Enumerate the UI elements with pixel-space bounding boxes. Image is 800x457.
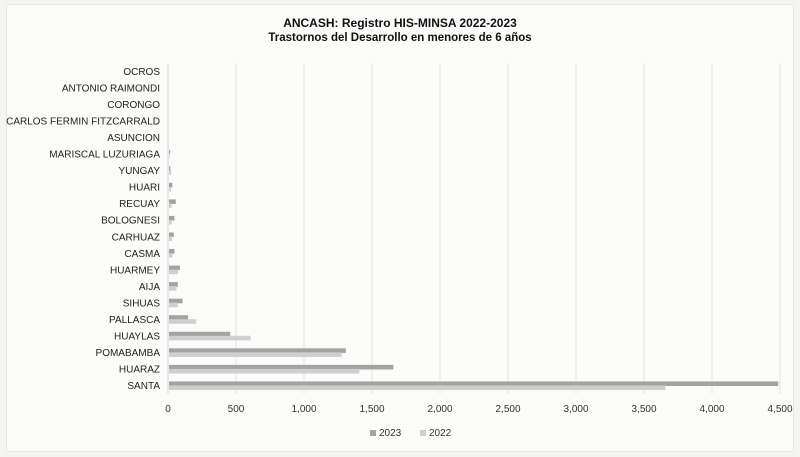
category-label: CARLOS FERMIN FITZCARRALD: [6, 116, 160, 127]
x-tick-label: 1,500: [359, 404, 384, 415]
x-tick-label: 3,000: [563, 404, 588, 415]
legend-swatch-2023: [370, 430, 376, 436]
x-tick-label: 3,500: [631, 404, 656, 415]
bar-2022-casma: [169, 253, 173, 258]
bar-2023-huarmey: [169, 265, 180, 271]
bar-2023-mariscal-luzuriaga: [169, 149, 171, 155]
bar-2023-aija: [169, 282, 178, 287]
category-label: HUAYLAS: [114, 332, 160, 343]
category-label: SANTA: [127, 381, 160, 392]
bar-2023-casma: [169, 249, 175, 254]
category-label: RECUAY: [119, 199, 160, 210]
category-label: SIHUAS: [123, 298, 161, 309]
category-label: HUARMEY: [110, 265, 160, 276]
legend-label-2023: 2023: [379, 428, 402, 439]
category-label: PALLASCA: [109, 315, 160, 326]
bar-2023-recuay: [169, 199, 176, 204]
bar-2022-sihuas: [169, 302, 178, 308]
bar-2022-huari: [169, 186, 172, 192]
category-label: CASMA: [124, 249, 160, 260]
x-tick-label: 4,500: [767, 404, 792, 415]
bar-2022-aija: [169, 286, 177, 291]
bar-2022-huaylas: [169, 335, 251, 341]
bar-2023-bolognesi: [169, 215, 175, 221]
category-label: CARHUAZ: [112, 232, 160, 243]
category-label: ANTONIO RAIMONDI: [62, 83, 160, 94]
bar-2023-huari: [169, 182, 173, 188]
category-label: BOLOGNESI: [101, 216, 160, 227]
bar-2022-santa: [169, 385, 666, 391]
bar-2023-sihuas: [169, 298, 183, 304]
bar-2022-recuay: [169, 203, 172, 208]
chart-title: ANCASH: Registro HIS-MINSA 2022-2023: [283, 16, 517, 30]
category-label: POMABAMBA: [96, 348, 161, 359]
bar-2022-huarmey: [169, 269, 178, 275]
category-label: HUARAZ: [119, 365, 160, 376]
chart-frame: ANCASH: Registro HIS-MINSA 2022-2023 Tra…: [6, 4, 794, 452]
bar-2022-pallasca: [169, 319, 197, 324]
category-label: CORONGO: [107, 100, 160, 111]
bar-2023-pomabamba: [169, 348, 346, 353]
x-tick-label: 0: [165, 404, 171, 415]
bar-2023-yungay: [169, 166, 171, 171]
category-label: MARISCAL LUZURIAGA: [49, 150, 160, 161]
bar-2022-pomabamba: [169, 352, 342, 357]
bar-2022-yungay: [169, 170, 172, 175]
legend-label-2022: 2022: [429, 428, 452, 439]
bar-2023-pallasca: [169, 315, 189, 320]
bar-2023-huaraz: [169, 364, 394, 370]
bar-2022-bolognesi: [169, 219, 172, 225]
category-label: OCROS: [123, 67, 160, 78]
category-label: YUNGAY: [119, 166, 161, 177]
chart-subtitle: Trastornos del Desarrollo en menores de …: [268, 32, 532, 44]
chart-title-block: ANCASH: Registro HIS-MINSA 2022-2023 Tra…: [7, 15, 793, 46]
bar-2022-mariscal-luzuriaga: [169, 153, 170, 159]
category-label: HUARI: [129, 183, 160, 194]
category-label: ASUNCION: [107, 133, 160, 144]
x-tick-label: 2,000: [427, 404, 452, 415]
legend-swatch-2022: [420, 430, 426, 436]
bar-2022-huaraz: [169, 368, 360, 374]
x-tick-label: 2,500: [495, 404, 520, 415]
bar-2023-carhuaz: [169, 232, 174, 238]
x-tick-label: 500: [228, 404, 245, 415]
bar-2023-santa: [169, 381, 779, 387]
x-tick-label: 4,000: [699, 404, 724, 415]
bar-2022-carhuaz: [169, 236, 172, 242]
bar-2023-huaylas: [169, 331, 231, 337]
x-tick-label: 1,000: [291, 404, 316, 415]
category-label: AIJA: [139, 282, 160, 293]
